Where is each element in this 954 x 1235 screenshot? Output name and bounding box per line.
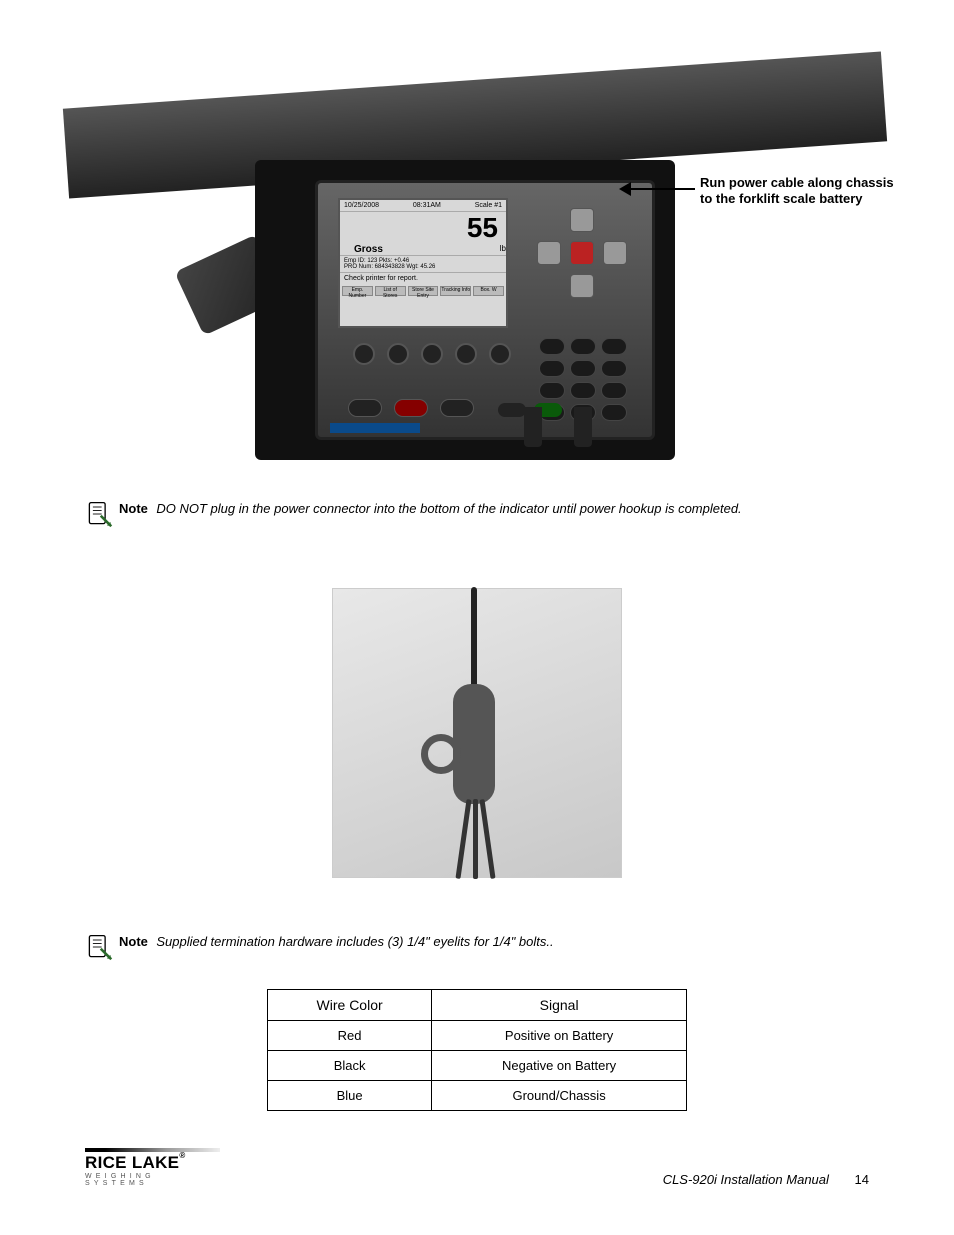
manual-page: 10/25/2008 08:31AM Scale #1 55 Gross lb … xyxy=(0,0,954,1235)
indicator-lcd-screen: 10/25/2008 08:31AM Scale #1 55 Gross lb … xyxy=(338,198,508,328)
logo-name: RICE LAKE® xyxy=(85,1153,186,1173)
screen-message: Check printer for report. xyxy=(340,273,506,284)
callout-text: Run power cable along chassis to the for… xyxy=(700,175,900,208)
screen-header: 10/25/2008 08:31AM Scale #1 xyxy=(340,200,506,212)
fn-button-icon xyxy=(421,343,443,365)
key-icon xyxy=(601,382,627,399)
screen-scale: Scale #1 xyxy=(475,202,502,209)
wire-top-icon xyxy=(471,587,477,697)
screen-weight-value: 55 xyxy=(340,212,506,244)
key-icon xyxy=(570,338,596,355)
weight-indicator-device: 10/25/2008 08:31AM Scale #1 55 Gross lb … xyxy=(315,180,655,440)
manual-title: CLS-920i Installation Manual xyxy=(663,1172,829,1187)
key-icon xyxy=(601,404,627,421)
cable-gland-icon xyxy=(574,407,592,447)
page-number: 14 xyxy=(855,1172,869,1187)
table-header-row: Wire Color Signal xyxy=(268,990,687,1021)
softkey-row: Emp. Number List of Stores Store Site En… xyxy=(340,284,506,298)
table-row: Red Positive on Battery xyxy=(268,1021,687,1051)
key-icon xyxy=(570,360,596,377)
fn-button-icon xyxy=(489,343,511,365)
cell-signal: Positive on Battery xyxy=(432,1021,687,1051)
dpad-block xyxy=(537,208,627,298)
connector-ring-icon xyxy=(421,734,461,774)
op-button-icon xyxy=(348,399,382,417)
op-button-icon xyxy=(394,399,428,417)
dpad-left-icon xyxy=(537,241,561,265)
cell-wire-color: Red xyxy=(268,1021,432,1051)
key-icon xyxy=(539,382,565,399)
fn-button-icon xyxy=(455,343,477,365)
wire-strand-icon xyxy=(479,799,495,879)
brand-strip xyxy=(330,423,420,433)
callout-arrow-line xyxy=(625,188,695,190)
wire-strand-icon xyxy=(473,799,478,879)
cell-wire-color: Black xyxy=(268,1051,432,1081)
op-button-icon xyxy=(440,399,474,417)
sm-button-icon xyxy=(498,403,526,417)
cell-wire-color: Blue xyxy=(268,1081,432,1111)
note-text-2: Supplied termination hardware includes (… xyxy=(156,934,553,949)
screen-info: Emp ID: 123 Pkts: +0.46 PRO Num: 6843438… xyxy=(340,256,506,273)
logo-bar-icon xyxy=(85,1148,220,1152)
dpad-enter-icon xyxy=(570,241,594,265)
wire-strand-icon xyxy=(455,799,471,879)
screen-mode: Gross lb xyxy=(340,244,506,256)
page-footer: RICE LAKE® WEIGHING SYSTEMS CLS-920i Ins… xyxy=(85,1148,869,1187)
dpad-right-icon xyxy=(603,241,627,265)
figure-indicator-mounted: 10/25/2008 08:31AM Scale #1 55 Gross lb … xyxy=(85,80,869,440)
col-header-signal: Signal xyxy=(432,990,687,1021)
dpad-up-icon xyxy=(570,208,594,232)
note-text-1: DO NOT plug in the power connector into … xyxy=(156,501,741,516)
registered-icon: ® xyxy=(179,1151,185,1160)
key-icon xyxy=(601,360,627,377)
logo-name-text: RICE LAKE xyxy=(85,1153,179,1172)
wire-color-table: Wire Color Signal Red Positive on Batter… xyxy=(267,989,687,1111)
bottom-button-row xyxy=(348,399,474,417)
function-button-row xyxy=(353,343,511,365)
figure-power-connector xyxy=(332,588,622,878)
key-icon xyxy=(539,338,565,355)
note-label: Note xyxy=(119,501,148,516)
cell-signal: Negative on Battery xyxy=(432,1051,687,1081)
softkey: Tracking Info xyxy=(440,286,471,296)
col-header-wire-color: Wire Color xyxy=(268,990,432,1021)
softkey: Box. W xyxy=(473,286,504,296)
fn-button-icon xyxy=(387,343,409,365)
cell-signal: Ground/Chassis xyxy=(432,1081,687,1111)
connector-boot-icon xyxy=(453,684,495,804)
key-icon xyxy=(539,360,565,377)
softkey: Store Site Entry xyxy=(408,286,439,296)
mode-txt: Gross xyxy=(354,244,383,255)
note-block-1: Note DO NOT plug in the power connector … xyxy=(85,500,869,528)
screen-time: 08:31AM xyxy=(413,202,441,209)
table-row: Black Negative on Battery xyxy=(268,1051,687,1081)
note-block-2: Note Supplied termination hardware inclu… xyxy=(85,933,869,961)
callout-arrow-head-icon xyxy=(619,182,631,196)
softkey: Emp. Number xyxy=(342,286,373,296)
note-icon xyxy=(85,500,113,528)
brand-logo: RICE LAKE® WEIGHING SYSTEMS xyxy=(85,1148,220,1187)
note-icon xyxy=(85,933,113,961)
cable-gland-icon xyxy=(524,407,542,447)
wires-bottom xyxy=(461,799,491,879)
softkey: List of Stores xyxy=(375,286,406,296)
key-icon xyxy=(570,382,596,399)
note-content: Note DO NOT plug in the power connector … xyxy=(119,500,742,518)
unit-txt: lb xyxy=(500,244,506,253)
table-row: Blue Ground/Chassis xyxy=(268,1081,687,1111)
key-icon xyxy=(601,338,627,355)
dpad-down-icon xyxy=(570,274,594,298)
pro-line: PRO Num: 684343828 Wgt: 45.26 xyxy=(344,264,502,270)
note-content: Note Supplied termination hardware inclu… xyxy=(119,933,554,951)
screen-date: 10/25/2008 xyxy=(344,202,379,209)
fn-button-icon xyxy=(353,343,375,365)
note-label: Note xyxy=(119,934,148,949)
logo-subtitle: WEIGHING SYSTEMS xyxy=(85,1173,220,1187)
footer-right: CLS-920i Installation Manual 14 xyxy=(663,1172,869,1187)
